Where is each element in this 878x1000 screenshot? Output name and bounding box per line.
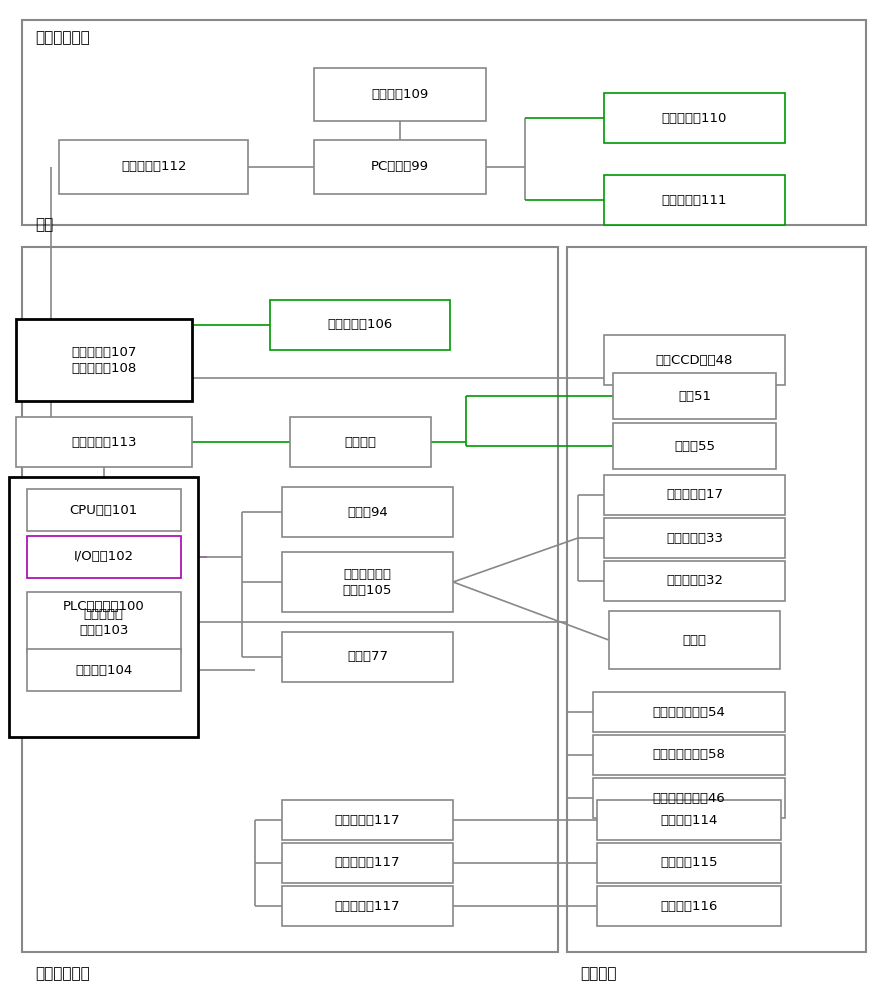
Bar [26, 592, 180, 652]
Bar [593, 778, 784, 818]
Text: 输入设备109: 输入设备109 [371, 89, 428, 102]
Text: 现场控制模块: 现场控制模块 [35, 966, 90, 982]
Bar [281, 800, 453, 840]
Text: CPU模块101: CPU模块101 [69, 504, 138, 516]
Text: 焊芬51: 焊芬51 [677, 389, 710, 402]
Bar [9, 477, 198, 737]
Text: PC工作站99: PC工作站99 [371, 160, 428, 174]
Bar [593, 735, 784, 775]
Bar [290, 417, 430, 467]
Text: 光纤: 光纤 [35, 218, 54, 232]
Text: 各气缸: 各气缸 [681, 634, 706, 647]
Text: 远程控制模块: 远程控制模块 [35, 30, 90, 45]
Text: PLC控制模块100: PLC控制模块100 [62, 600, 145, 613]
Bar [596, 800, 781, 840]
Bar [604, 561, 783, 601]
Text: 气动控制电磁
阀模块105: 气动控制电磁 阀模块105 [342, 568, 392, 596]
Bar [270, 300, 450, 350]
Bar [16, 319, 191, 401]
Text: 第一交换机112: 第一交换机112 [121, 160, 186, 174]
Bar [16, 417, 191, 467]
Bar [604, 475, 783, 515]
Text: 轴向电机115: 轴向电机115 [659, 856, 717, 869]
Bar [604, 335, 783, 385]
Bar [281, 552, 453, 612]
Text: 现场触摸屏106: 现场触摸屏106 [327, 318, 392, 332]
Text: 真空泵94: 真空泵94 [347, 506, 387, 518]
Text: 径向电机116: 径向电机116 [659, 900, 717, 912]
Text: 压力传感奧33: 压力传感奧33 [666, 532, 722, 544]
Bar [596, 886, 781, 926]
Text: I/O模块102: I/O模块102 [74, 550, 133, 564]
Bar [281, 843, 453, 883]
Bar [26, 489, 180, 531]
Text: 送丝机55: 送丝机55 [673, 440, 714, 452]
Bar [608, 611, 780, 669]
Bar [22, 247, 558, 952]
Text: 高速CCD相机48: 高速CCD相机48 [655, 354, 732, 366]
Bar [604, 93, 783, 143]
Bar [613, 423, 775, 469]
Bar [604, 518, 783, 558]
Bar [59, 140, 248, 194]
Text: 接近传感奧17: 接近传感奧17 [666, 488, 722, 502]
Bar [314, 68, 485, 121]
Bar [596, 843, 781, 883]
Bar [26, 649, 180, 691]
Text: 水下部分: 水下部分 [579, 966, 616, 982]
Bar [281, 886, 453, 926]
Text: 第一显示器110: 第一显示器110 [661, 111, 726, 124]
Text: 第二显示器111: 第二显示器111 [661, 194, 726, 207]
Text: 四轴运动控
制模块103: 四轴运动控 制模块103 [79, 607, 128, 637]
Text: 第二交换机113: 第二交换机113 [71, 436, 136, 448]
Text: 倾角传感奧32: 倾角传感奧32 [666, 574, 722, 587]
Text: 现场工控机107
视频采集卡108: 现场工控机107 视频采集卡108 [71, 346, 136, 374]
Text: 轴向位移传感奧58: 轴向位移传感奧58 [652, 748, 724, 762]
Text: 径向位移传感奧46: 径向位移传感奧46 [652, 792, 724, 804]
Bar [26, 536, 180, 578]
Text: 电机驱动器117: 电机驱动器117 [335, 900, 399, 912]
Bar [22, 20, 865, 225]
Text: 电机驱动器117: 电机驱动器117 [335, 814, 399, 826]
Bar [613, 373, 775, 419]
Text: 焊接模块: 焊接模块 [344, 436, 376, 448]
Text: 通讯模块104: 通讯模块104 [75, 664, 133, 676]
Bar [281, 487, 453, 537]
Text: 周向角度传感奧54: 周向角度传感奧54 [652, 706, 724, 718]
Bar [604, 175, 783, 225]
Bar [566, 247, 865, 952]
Text: 周向电机114: 周向电机114 [659, 814, 717, 826]
Bar [314, 140, 485, 194]
Text: 加热装77: 加热装77 [347, 650, 387, 664]
Bar [593, 692, 784, 732]
Bar [281, 632, 453, 682]
Text: 电机驱动器117: 电机驱动器117 [335, 856, 399, 869]
